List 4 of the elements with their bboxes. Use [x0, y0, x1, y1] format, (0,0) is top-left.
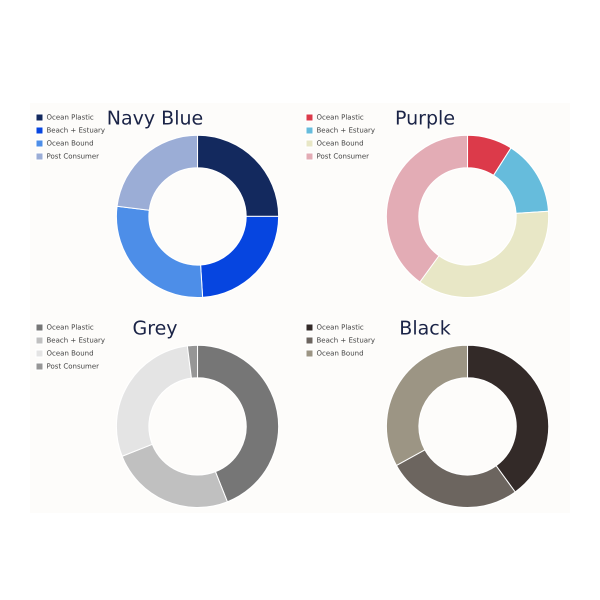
chart-title: Black — [399, 317, 451, 340]
chart-title: Grey — [132, 317, 178, 340]
chart-title: Navy Blue — [106, 107, 204, 130]
chart-title: Purple — [394, 107, 456, 130]
